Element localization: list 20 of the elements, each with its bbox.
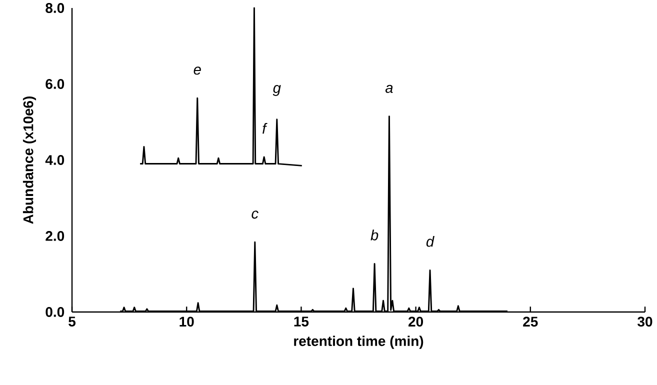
x-tick-label: 25 bbox=[523, 316, 538, 327]
x-tick-label: 5 bbox=[68, 316, 76, 326]
y-axis-title: Abundance (x10e6) bbox=[22, 96, 36, 224]
x-tick-label: 30 bbox=[638, 316, 652, 327]
annotation: e bbox=[194, 66, 201, 75]
annotation: f bbox=[262, 122, 268, 134]
annotation: c bbox=[252, 210, 258, 219]
x-tick-label: 15 bbox=[294, 316, 309, 326]
y-tick-label: 2.0 bbox=[46, 231, 64, 241]
annotation: d bbox=[426, 236, 434, 247]
y-tick-label: 8.0 bbox=[46, 3, 64, 13]
x-tick-label: 10 bbox=[180, 316, 194, 327]
y-tick-label: 0.0 bbox=[46, 307, 64, 317]
annotation: b bbox=[370, 230, 378, 240]
x-tick-label: 20 bbox=[408, 316, 424, 327]
y-tick-label: 4.0 bbox=[45, 155, 64, 165]
annotation: a bbox=[385, 84, 393, 93]
y-tick-label: 6.0 bbox=[46, 79, 64, 89]
annotation: g bbox=[272, 85, 281, 96]
x-axis-title: retention time (min) bbox=[294, 336, 424, 349]
